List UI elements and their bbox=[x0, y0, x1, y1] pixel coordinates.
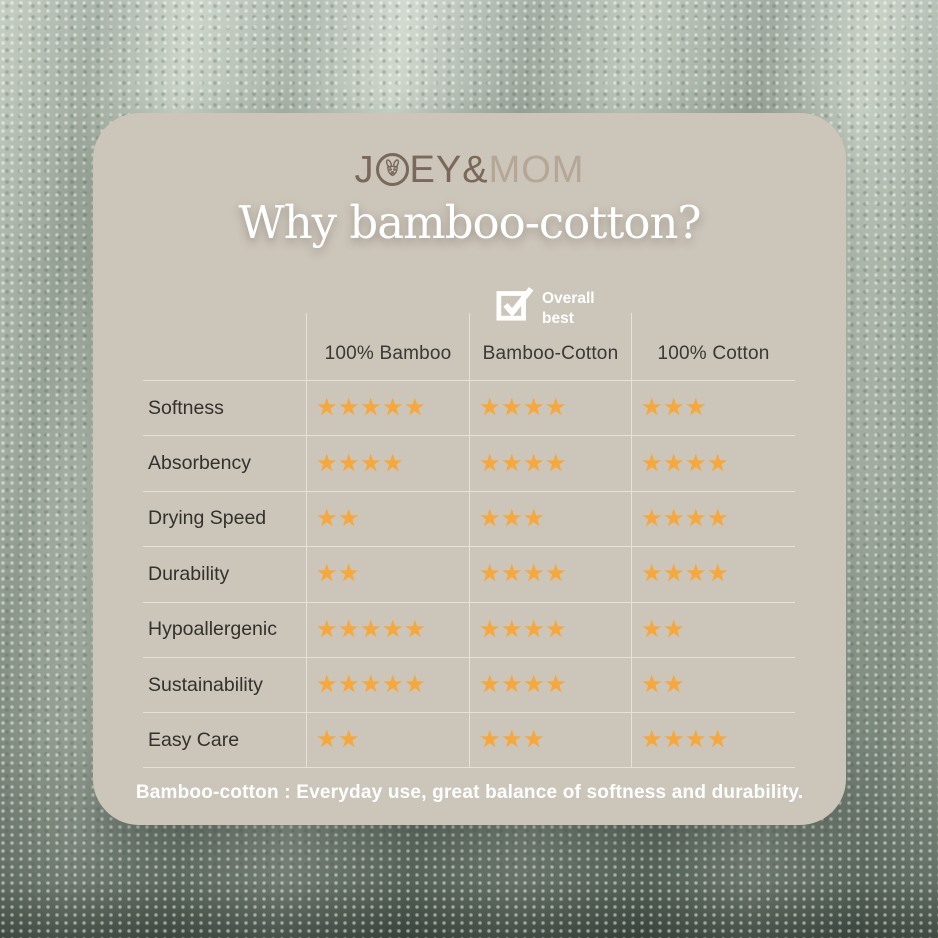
star-rating: ★★★ bbox=[469, 490, 631, 547]
logo-text-mom: MOM bbox=[488, 149, 585, 191]
star-rating: ★★★★★ bbox=[306, 380, 469, 436]
row-label: Sustainability bbox=[143, 656, 306, 712]
star-rating: ★★★★ bbox=[469, 435, 631, 491]
star-rating: ★★★★ bbox=[631, 712, 795, 768]
column-header-bamboo-cotton: Bamboo-Cotton bbox=[469, 313, 631, 380]
star-rating: ★★★★ bbox=[631, 546, 795, 602]
brand-logo: J EY&MOM bbox=[93, 148, 846, 192]
star-rating: ★★ bbox=[306, 712, 469, 768]
star-rating: ★★★★ bbox=[631, 490, 795, 547]
badge-label-line2: best bbox=[542, 310, 574, 328]
checkbox-check-icon bbox=[496, 286, 534, 321]
badge-label-line1: Overall bbox=[542, 290, 595, 307]
star-rating: ★★★★ bbox=[306, 435, 469, 491]
column-header-bamboo: 100% Bamboo bbox=[306, 313, 469, 380]
overall-best-badge: Overall best bbox=[495, 284, 595, 329]
row-label: Hypoallergenic bbox=[143, 601, 306, 657]
comparison-table: 100% Bamboo Bamboo-Cotton 100% Cotton So… bbox=[143, 313, 795, 768]
star-rating: ★★★ bbox=[631, 380, 795, 436]
star-rating: ★★★★★ bbox=[306, 601, 469, 657]
info-card: J EY&MOM Why bamboo-cotton? Overall best… bbox=[93, 113, 846, 825]
star-rating: ★★★★ bbox=[469, 380, 631, 436]
star-rating: ★★★★ bbox=[469, 601, 631, 657]
badge-label: Overall best bbox=[542, 284, 595, 329]
logo-text-j: J bbox=[354, 149, 375, 191]
column-header-cotton: 100% Cotton bbox=[631, 313, 795, 380]
row-label: Softness bbox=[143, 380, 306, 435]
row-label: Drying Speed bbox=[143, 490, 306, 546]
row-label: Easy Care bbox=[143, 712, 306, 768]
star-rating: ★★ bbox=[306, 546, 469, 602]
row-label: Durability bbox=[143, 546, 306, 601]
star-rating: ★★ bbox=[631, 656, 795, 713]
star-rating: ★★★ bbox=[469, 712, 631, 768]
star-rating: ★★ bbox=[631, 601, 795, 657]
page-title: Why bamboo-cotton? bbox=[238, 196, 701, 249]
star-rating: ★★★★ bbox=[469, 656, 631, 713]
star-rating: ★★★★ bbox=[631, 435, 795, 491]
column-header-spacer bbox=[143, 313, 306, 380]
kangaroo-in-o-icon bbox=[375, 153, 409, 186]
star-rating: ★★ bbox=[306, 490, 469, 547]
row-label: Absorbency bbox=[143, 435, 306, 490]
star-rating: ★★★★★ bbox=[306, 656, 469, 713]
logo-text-ey: EY bbox=[409, 149, 463, 191]
footer-note: Bamboo-cotton : Everyday use, great bala… bbox=[135, 782, 804, 803]
star-rating: ★★★★ bbox=[469, 546, 631, 602]
logo-ampersand: & bbox=[462, 149, 489, 191]
